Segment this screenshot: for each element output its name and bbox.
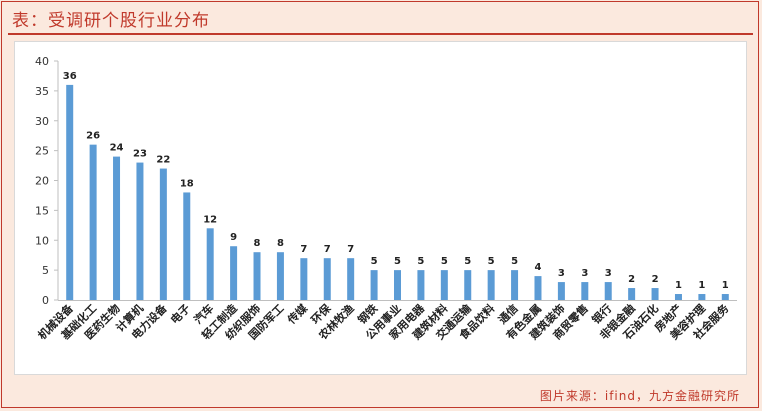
data-label: 26 — [86, 131, 100, 142]
category-label: 电子 — [167, 301, 192, 326]
data-label: 8 — [254, 238, 261, 249]
data-label: 12 — [203, 214, 217, 225]
source-note: 图片来源：ifind，九方金融研究所 — [539, 389, 740, 403]
category-label: 传媒 — [284, 301, 311, 328]
data-label: 7 — [300, 244, 307, 255]
figure-title: 表：受调研个股行业分布 — [12, 11, 210, 31]
data-label: 3 — [605, 268, 612, 279]
bar — [628, 288, 636, 300]
y-tick-label: 20 — [35, 175, 49, 188]
data-label: 5 — [488, 256, 495, 267]
bar — [698, 294, 706, 300]
data-label: 23 — [133, 149, 147, 160]
bar — [534, 276, 542, 300]
y-tick-label: 35 — [35, 85, 49, 98]
data-label: 2 — [628, 274, 635, 285]
bar — [511, 270, 519, 300]
data-label: 5 — [464, 256, 471, 267]
bar — [230, 246, 238, 300]
y-tick-label: 15 — [35, 204, 49, 217]
bar — [206, 228, 214, 300]
y-tick-label: 5 — [42, 264, 49, 277]
data-label: 8 — [277, 238, 284, 249]
data-label: 1 — [722, 280, 729, 291]
bar — [347, 258, 355, 300]
bar — [183, 192, 191, 300]
data-label: 4 — [534, 262, 541, 273]
bar — [159, 168, 167, 300]
bar — [370, 270, 378, 300]
data-label: 5 — [371, 256, 378, 267]
bar — [276, 252, 284, 300]
bar — [394, 270, 401, 300]
data-label: 5 — [511, 256, 518, 267]
bar — [136, 162, 144, 300]
data-label: 7 — [324, 244, 331, 255]
data-label: 3 — [581, 268, 588, 279]
data-label: 1 — [675, 280, 682, 291]
bar-chart: 051015202530354036机械设备26基础化工24医药生物23计算机2… — [35, 55, 737, 343]
data-label: 5 — [417, 256, 424, 267]
bar — [651, 288, 659, 300]
title-divider — [8, 33, 753, 35]
bar — [300, 258, 308, 300]
data-label: 7 — [347, 244, 354, 255]
data-label: 24 — [110, 143, 124, 154]
bar — [674, 294, 682, 300]
data-label: 5 — [441, 256, 448, 267]
data-label: 36 — [63, 71, 77, 82]
y-tick-label: 30 — [35, 115, 49, 128]
bar — [557, 282, 565, 300]
data-label: 2 — [652, 274, 659, 285]
bar — [440, 270, 448, 300]
data-label: 3 — [558, 268, 565, 279]
bar — [417, 270, 425, 300]
y-tick-label: 0 — [42, 294, 49, 307]
bar — [89, 144, 97, 300]
bar — [604, 282, 612, 300]
data-label: 1 — [698, 280, 705, 291]
y-tick-label: 25 — [35, 145, 49, 158]
data-label: 22 — [156, 155, 170, 166]
data-label: 18 — [180, 178, 194, 189]
bar — [721, 294, 729, 300]
bar — [113, 156, 121, 300]
y-tick-label: 40 — [35, 55, 49, 68]
bar — [253, 252, 261, 300]
bar — [464, 270, 472, 300]
chart-area: 0 5 10 15 20 25 30 35 40 36 机械设备 26 基础化工 24 医药生物 23 计算机 2… — [14, 41, 747, 375]
bar — [487, 270, 495, 300]
y-tick-label: 10 — [35, 234, 49, 247]
bar — [66, 84, 74, 301]
bar — [581, 282, 589, 300]
data-label: 5 — [394, 256, 401, 267]
bar — [323, 258, 331, 300]
data-label: 9 — [230, 232, 237, 243]
